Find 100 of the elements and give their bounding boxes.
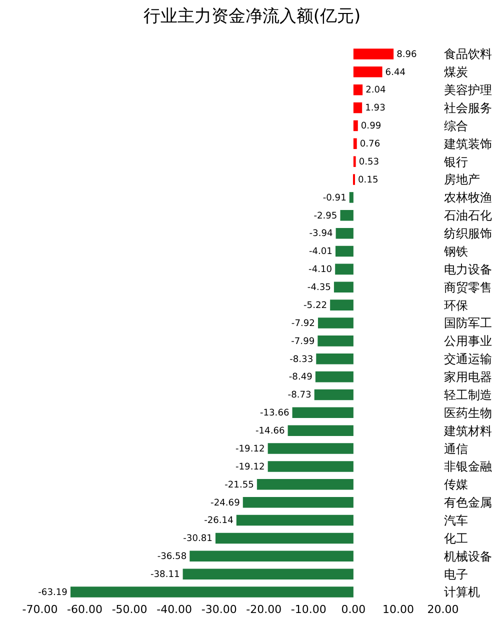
data-label: -38.11 (150, 570, 180, 580)
bar (353, 48, 394, 60)
x-tick-label: 0.00 (341, 603, 366, 616)
bar (335, 246, 354, 257)
bar (336, 228, 354, 239)
y-tick-label: 环保 (444, 298, 468, 312)
y-tick-label: 汽车 (444, 513, 468, 528)
bar (288, 425, 354, 436)
bar (353, 66, 382, 78)
data-label: -8.73 (288, 390, 312, 401)
bar (190, 550, 354, 562)
y-tick-label: 综合 (444, 118, 468, 133)
data-label: 2.04 (366, 86, 386, 96)
bar (316, 353, 354, 364)
y-tick-label: 通信 (444, 442, 468, 456)
y-tick-label: 非银金融 (444, 460, 492, 474)
data-label: -7.99 (291, 336, 315, 347)
bar (353, 102, 362, 114)
data-label: 6.44 (385, 68, 406, 78)
bar (318, 336, 354, 346)
bar (334, 282, 354, 293)
data-label: -7.92 (291, 318, 315, 329)
y-tick-label: 医药生物 (444, 406, 492, 420)
y-tick-label: 银行 (443, 154, 468, 169)
bar (215, 532, 354, 544)
data-label: 0.15 (358, 175, 378, 186)
bar (340, 210, 354, 221)
chart-title: 行业主力资金净流入额(亿元) (143, 6, 361, 26)
y-tick-label: 电力设备 (444, 262, 492, 276)
data-label: -3.94 (309, 229, 333, 240)
bar (242, 496, 354, 508)
bar (236, 514, 354, 526)
bar (268, 461, 354, 472)
y-tick-label: 公用事业 (444, 334, 492, 348)
y-tick-label: 房地产 (444, 172, 480, 187)
data-label: -8.49 (288, 372, 313, 383)
y-tick-label: 有色金属 (444, 496, 492, 510)
data-label: -63.19 (38, 588, 68, 598)
y-tick-label: 建筑装饰 (443, 136, 492, 151)
y-tick-label: 国防军工 (444, 316, 492, 330)
bar (349, 192, 354, 203)
x-tick-label: -30.00 (201, 603, 237, 616)
data-label: 0.99 (360, 122, 382, 132)
y-tick-label: 钢铁 (443, 244, 468, 258)
bar (292, 407, 354, 418)
data-label: -36.58 (157, 552, 187, 562)
y-tick-label: 计算机 (444, 585, 480, 600)
x-tick-label: -70.00 (22, 603, 58, 616)
bar (268, 443, 354, 454)
y-tick-label: 社会服务 (444, 100, 492, 115)
bar (353, 156, 356, 167)
data-label: -30.81 (183, 534, 212, 544)
data-label: -26.14 (204, 516, 234, 526)
x-tick-label: -20.00 (246, 603, 282, 616)
bar (314, 389, 354, 400)
bar (353, 120, 358, 132)
bar (70, 586, 354, 598)
bar (256, 479, 354, 490)
bar (330, 300, 354, 310)
x-tick-label: -50.00 (112, 603, 148, 616)
bar (353, 84, 363, 96)
y-tick-label: 交通运输 (444, 352, 492, 366)
data-label: -14.66 (255, 426, 285, 437)
y-tick-label: 建筑材料 (443, 424, 492, 438)
x-tick-label: 20.00 (427, 603, 459, 616)
y-tick-label: 化工 (444, 531, 468, 546)
data-label: 8.96 (396, 50, 418, 60)
y-tick-label: 轻工制造 (444, 388, 492, 402)
data-label: -0.91 (322, 193, 346, 204)
data-label: -5.22 (304, 300, 328, 311)
data-label: -19.12 (235, 462, 265, 472)
data-label: 0.76 (360, 140, 380, 150)
data-label: -2.95 (314, 211, 338, 222)
y-tick-label: 机械设备 (444, 549, 492, 564)
x-tick-label: -60.00 (67, 603, 103, 616)
y-tick-label: 美容护理 (444, 83, 492, 98)
y-tick-label: 纺织服饰 (444, 226, 492, 241)
y-tick-label: 煤炭 (444, 65, 468, 80)
data-label: -13.66 (260, 408, 290, 419)
data-label: -24.69 (210, 498, 240, 508)
data-label: -19.12 (235, 444, 265, 454)
bar (335, 264, 354, 275)
y-tick-label: 食品饮料 (444, 47, 492, 62)
data-label: 0.53 (358, 157, 380, 168)
y-tick-label: 传媒 (444, 478, 468, 492)
x-tick-label: -10.00 (290, 603, 326, 616)
bar (315, 371, 354, 382)
data-label: -4.10 (308, 265, 332, 276)
data-label: -4.35 (307, 283, 331, 294)
data-label: -8.33 (290, 354, 314, 365)
x-tick-label: -40.00 (156, 603, 192, 616)
data-label: 1.93 (365, 104, 386, 114)
bar (318, 318, 354, 328)
data-label: -21.55 (224, 480, 254, 490)
y-tick-label: 石油石化 (444, 208, 492, 223)
x-tick-label: 10.00 (382, 603, 414, 616)
y-tick-label: 电子 (444, 567, 468, 582)
data-label: -4.01 (308, 247, 332, 258)
y-tick-label: 家用电器 (444, 370, 492, 384)
bar (182, 568, 354, 580)
